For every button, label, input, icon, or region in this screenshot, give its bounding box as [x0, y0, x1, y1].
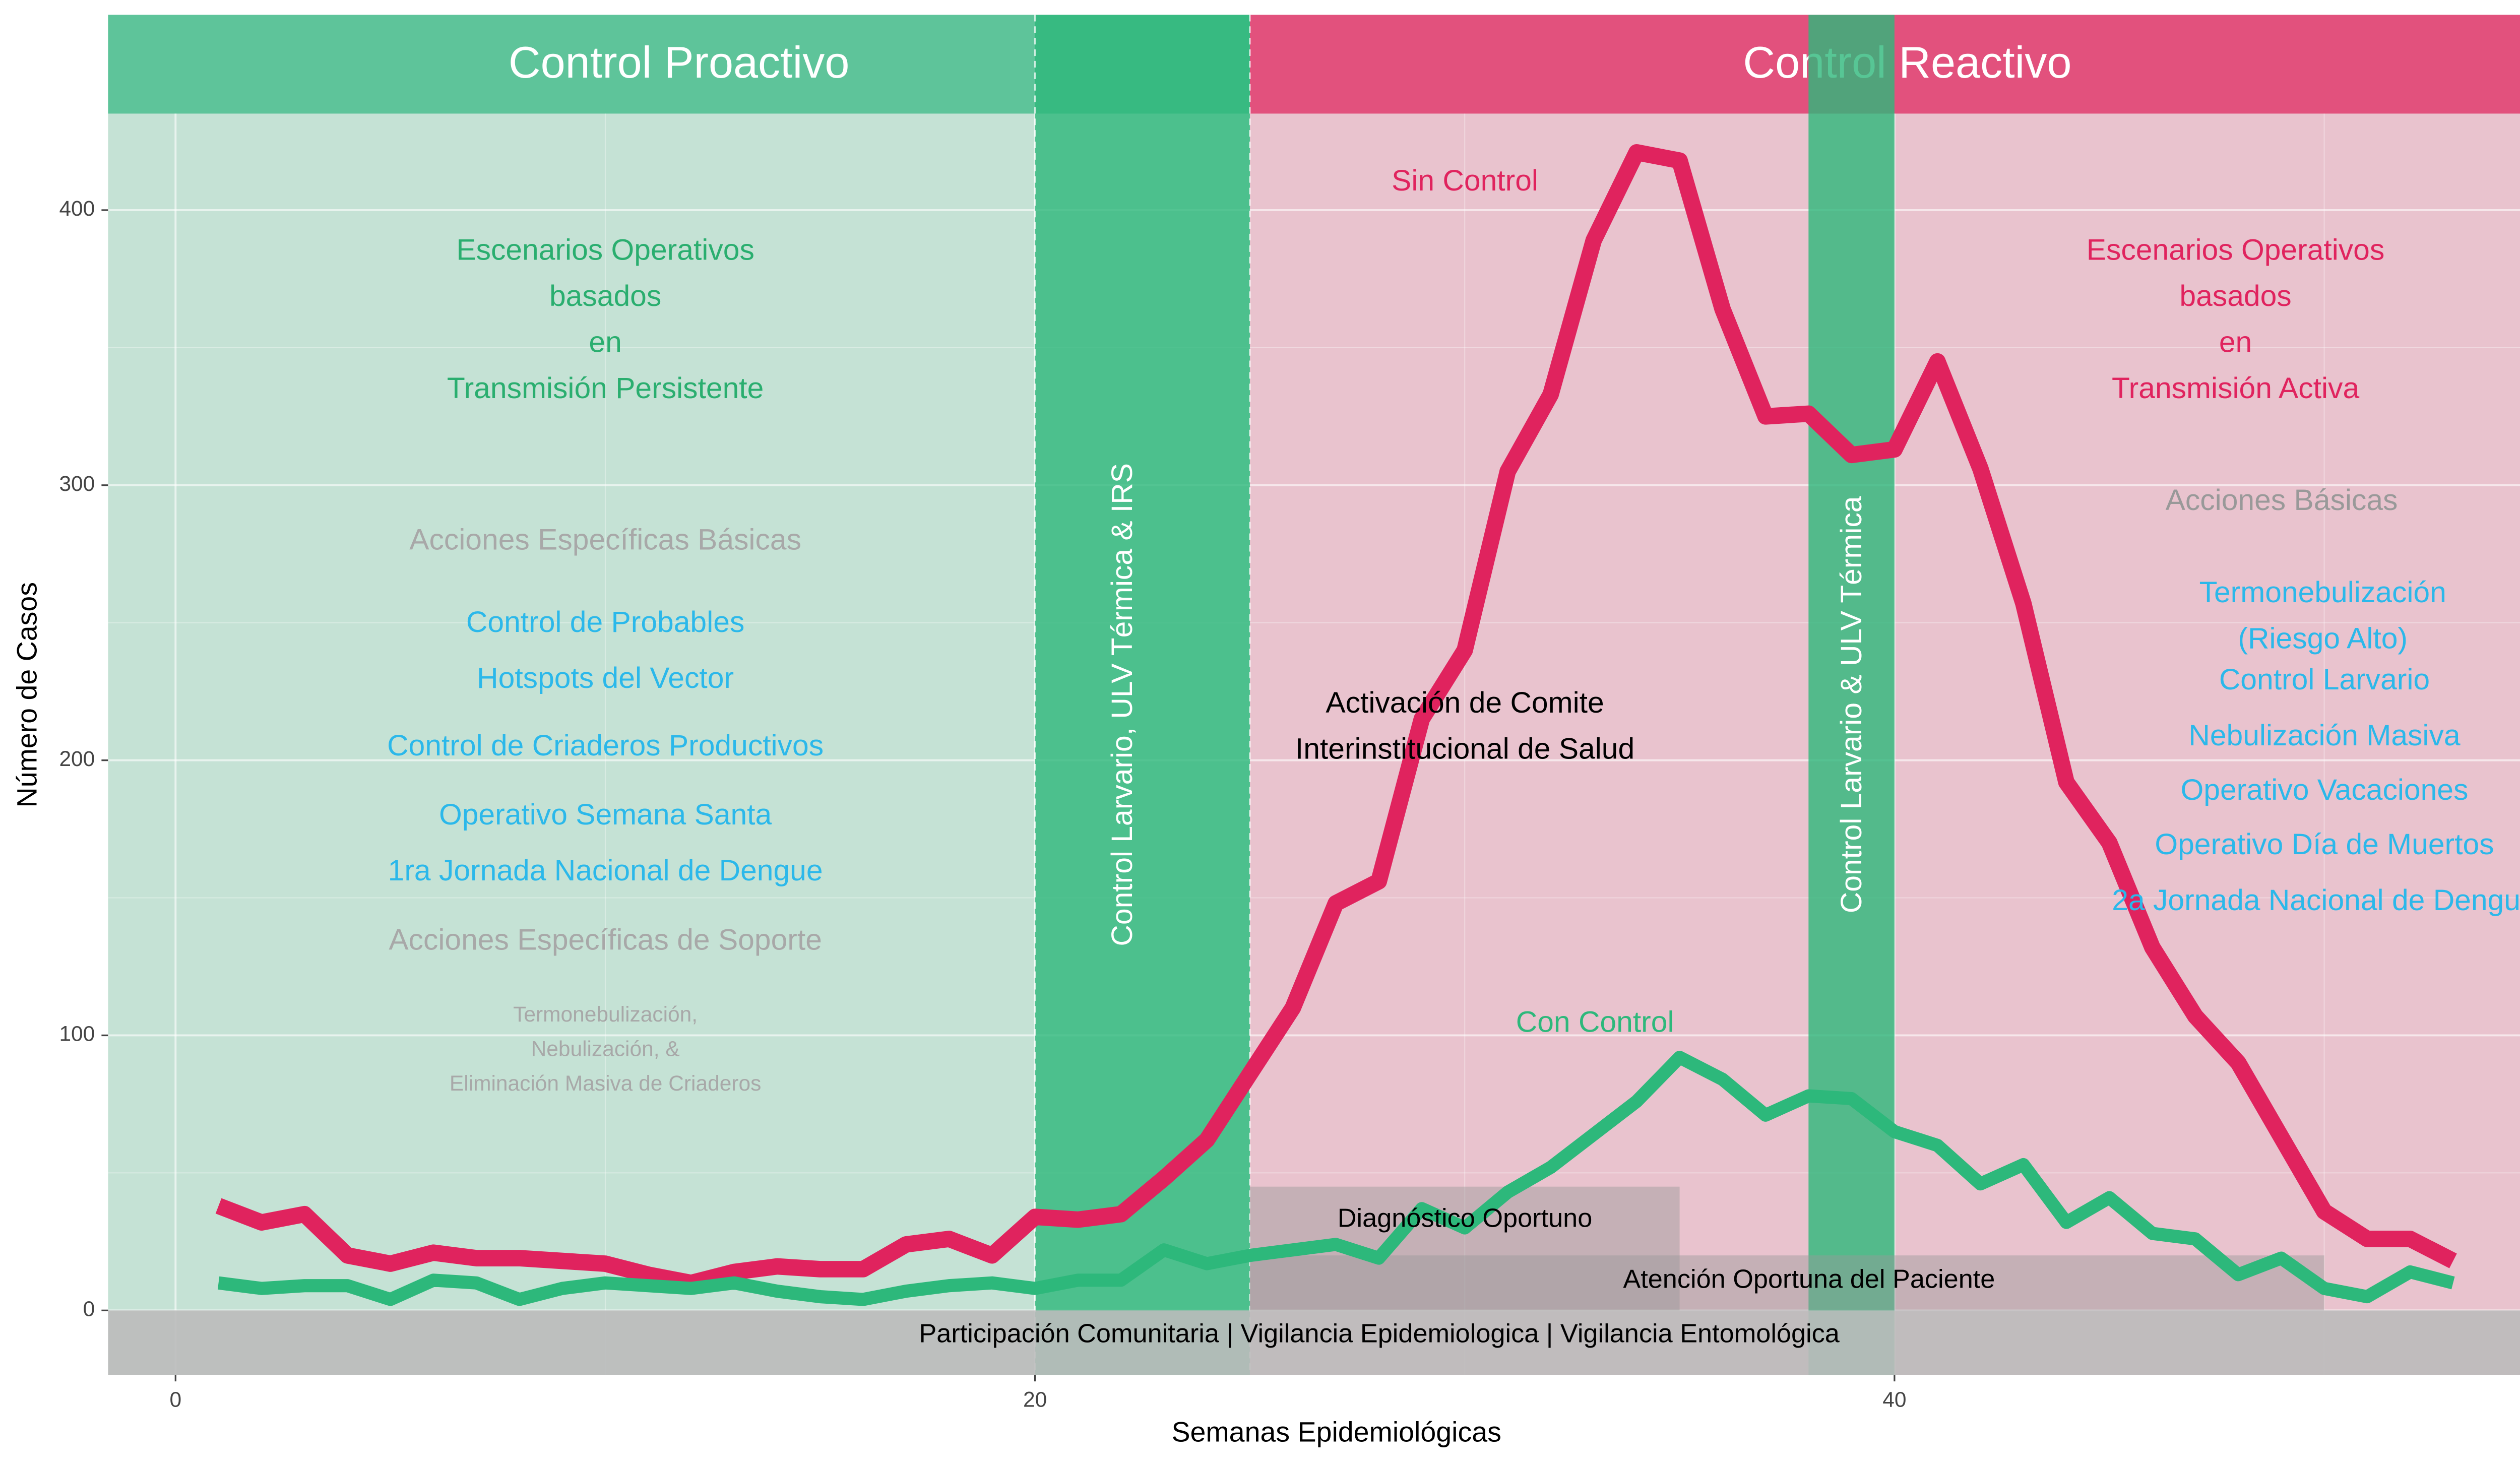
annotation: Control Larvario & ULV Térmica: [1835, 496, 1868, 913]
series-label: Sin Control: [1392, 164, 1538, 197]
strip-label: Control Reactivo: [1743, 37, 2071, 87]
annotation: Termonebulización,: [513, 1002, 698, 1026]
annotation: Escenarios Operativos: [2087, 233, 2385, 266]
box-layer: [108, 15, 2520, 1375]
x-tick-label: 0: [169, 1388, 181, 1412]
annotation: Control Larvario: [2219, 663, 2430, 696]
y-tick-label: 200: [59, 747, 95, 771]
annotation: Activación de Comite: [1326, 686, 1604, 719]
annotation: 1ra Jornada Nacional de Dengue: [388, 854, 823, 887]
annotation: Transmisión Activa: [2112, 372, 2360, 405]
intervention-band: [1808, 15, 1895, 1375]
annotation: Control de Probables: [466, 606, 744, 639]
annotation: Hotspots del Vector: [477, 662, 734, 694]
y-axis-label: Número de Casos: [11, 582, 42, 808]
annotation: (Riesgo Alto): [2238, 622, 2408, 655]
series-label: Con Control: [1516, 1006, 1674, 1039]
annotation: basados: [2179, 280, 2291, 312]
x-tick-label: 20: [1023, 1388, 1047, 1412]
annotation: Control Larvario, ULV Térmica & IRS: [1106, 463, 1139, 946]
annotation: Operativo Día de Muertos: [2155, 828, 2494, 861]
annotation: Atención Oportuna del Paciente: [1623, 1265, 1995, 1294]
annotation: Operativo Vacaciones: [2181, 774, 2469, 806]
line-layer: [215, 144, 2457, 1306]
annotation: en: [2219, 326, 2252, 358]
x-axis-label: Semanas Epidemiológicas: [1172, 1416, 1501, 1447]
annotation: Operativo Semana Santa: [439, 798, 772, 831]
series-line: [217, 1051, 2455, 1306]
x-tick-label: 40: [1882, 1388, 1906, 1412]
annotation: 2a Jornada Nacional de Dengue: [2112, 884, 2520, 917]
y-tick-label: 300: [59, 472, 95, 495]
annotation: Acciones Básicas: [2166, 484, 2398, 517]
strip-label: Control Proactivo: [509, 37, 850, 87]
action-box: [1249, 1255, 2324, 1311]
y-tick-label: 400: [59, 197, 95, 220]
annotation: Participación Comunitaria | Vigilancia E…: [919, 1319, 1840, 1348]
annotation: Transmisión Persistente: [447, 372, 764, 405]
annotation: Escenarios Operativos: [456, 233, 754, 266]
annotation: Acciones Específicas Básicas: [409, 523, 801, 556]
annotation: Interinstitucional de Salud: [1295, 732, 1634, 765]
annotation: Eliminación Masiva de Criaderos: [450, 1071, 761, 1095]
annotation: Termonebulización: [2199, 576, 2446, 609]
action-box: [108, 1310, 2520, 1375]
annotation: Diagnóstico Oportuno: [1338, 1204, 1593, 1233]
annotation: basados: [549, 280, 661, 312]
background-layer: Control Proactivo Control Reactivo: [108, 15, 2520, 1375]
annotation: Nebulización, &: [531, 1037, 680, 1061]
annotation: Acciones Específicas de Soporte: [389, 923, 822, 956]
annotation-layer: Escenarios Operativos basados en Transmisió…: [387, 164, 2520, 1348]
y-tick-label: 0: [83, 1297, 95, 1321]
annotation: Control de Criaderos Productivos: [387, 729, 824, 762]
series-line: [215, 144, 2457, 1292]
y-tick-label: 100: [59, 1022, 95, 1046]
annotation: en: [589, 326, 621, 358]
annotation: Nebulización Masiva: [2188, 719, 2461, 752]
intervention-band: [1035, 15, 1250, 1375]
